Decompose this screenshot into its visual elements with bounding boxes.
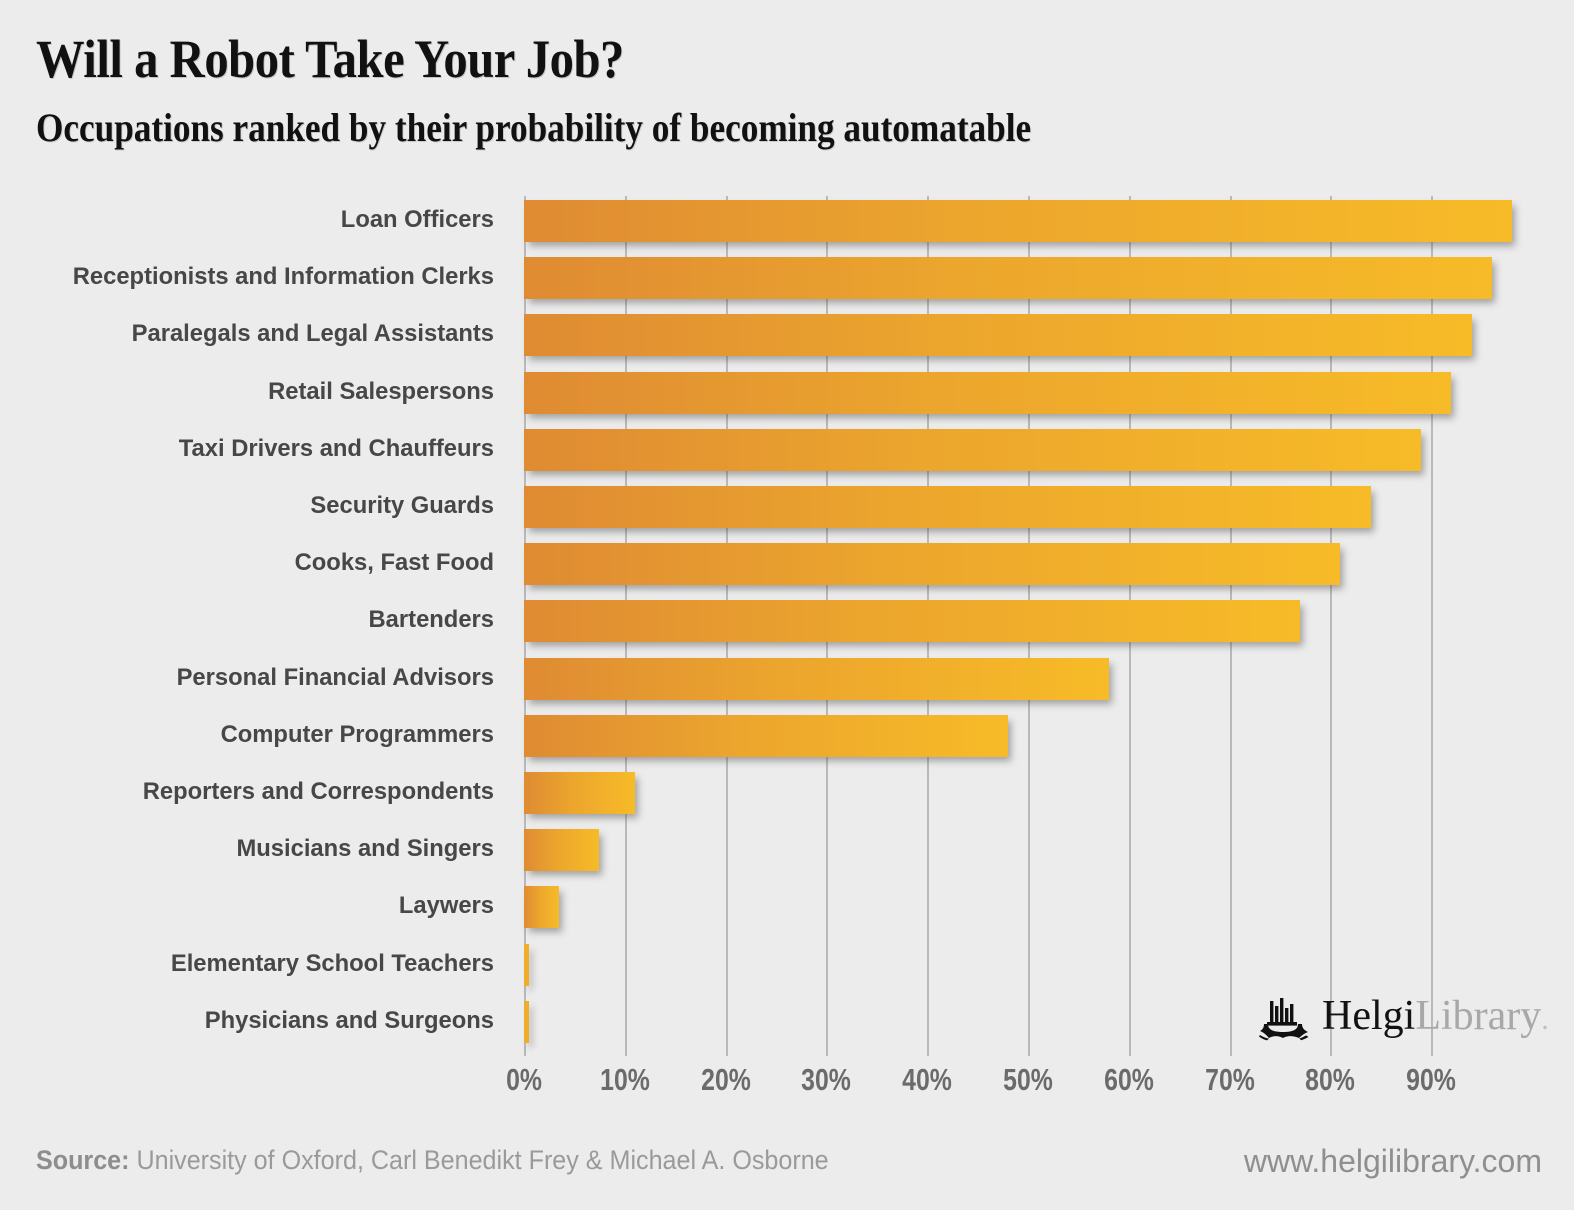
bar-reporters-and-correspondents[interactable] <box>524 772 635 814</box>
category-label-0: Loan Officers <box>340 206 494 233</box>
bar-receptionists-and-information-clerks[interactable] <box>524 257 1492 300</box>
logo-helgi-text: Helgi <box>1322 993 1416 1039</box>
category-label-14: Physicians and Surgeons <box>204 1006 494 1034</box>
gridline-90pct <box>1431 196 1434 1056</box>
bar-retail-salespersons[interactable] <box>524 371 1452 414</box>
x-tick-80pct: 80% <box>1305 1062 1356 1097</box>
bar-fill <box>524 943 529 986</box>
category-label-7: Bartenders <box>368 606 494 634</box>
gridline-80pct <box>1330 196 1333 1056</box>
helgi-library-logo: HelgiLibrary. <box>1258 990 1549 1046</box>
bar-fill <box>524 772 635 814</box>
bar-fill <box>524 257 1492 300</box>
logo-wordmark: HelgiLibrary. <box>1322 995 1549 1041</box>
category-label-3: Retail Salespersons <box>268 377 494 405</box>
bar-fill <box>524 829 599 872</box>
bar-fill <box>524 314 1472 357</box>
source-text: University of Oxford, Carl Benedikt Frey… <box>129 1145 829 1175</box>
page-subtitle: Occupations ranked by their probability … <box>36 105 1032 150</box>
x-tick-10pct: 10% <box>599 1062 650 1097</box>
bar-fill <box>524 600 1301 643</box>
bar-personal-financial-advisors[interactable] <box>524 657 1109 700</box>
chart-plot-frame: Loan Officers Receptionists and Informati… <box>0 196 1574 1056</box>
bar-fill <box>524 714 1008 757</box>
category-label-6: Cooks, Fast Food <box>294 549 494 577</box>
x-tick-50pct: 50% <box>1003 1062 1053 1097</box>
bar-bartenders[interactable] <box>524 600 1301 643</box>
chart-footer: Source: University of Oxford, Carl Bened… <box>0 1143 1574 1195</box>
category-label-12: Laywers <box>398 892 494 920</box>
x-tick-70pct: 70% <box>1204 1062 1255 1097</box>
bar-cooks-fast-food[interactable] <box>524 543 1341 586</box>
bar-loan-officers[interactable] <box>524 200 1512 242</box>
bar-elementary-school-teachers[interactable] <box>524 943 529 986</box>
category-label-13: Elementary School Teachers <box>170 949 494 977</box>
bar-laywers[interactable] <box>524 886 560 929</box>
logo-library-text: Library <box>1415 993 1542 1039</box>
bar-fill <box>524 657 1109 700</box>
category-label-10: Reporters and Correspondents <box>142 778 494 805</box>
bar-taxi-drivers-and-chauffeurs[interactable] <box>524 428 1422 471</box>
source-note: Source: University of Oxford, Carl Bened… <box>36 1145 829 1176</box>
bar-physicians-and-surgeons[interactable] <box>524 1000 529 1043</box>
category-label-1: Receptionists and Information Clerks <box>72 263 494 291</box>
bar-fill <box>524 200 1512 242</box>
bar-fill <box>524 1000 529 1043</box>
helgi-library-boat-chart-icon <box>1259 998 1309 1041</box>
bar-security-guards[interactable] <box>524 486 1371 528</box>
x-tick-0pct: 0% <box>506 1062 542 1097</box>
x-tick-20pct: 20% <box>700 1062 751 1097</box>
bar-fill <box>524 886 560 929</box>
bar-fill <box>524 543 1341 586</box>
category-label-5: Security Guards <box>310 492 494 519</box>
source-label: Source: <box>36 1145 130 1175</box>
x-tick-40pct: 40% <box>902 1062 952 1097</box>
bar-computer-programmers[interactable] <box>524 714 1008 757</box>
category-label-2: Paralegals and Legal Assistants <box>131 320 494 348</box>
page-title: Will a Robot Take Your Job? <box>36 29 624 89</box>
category-label-4: Taxi Drivers and Chauffeurs <box>178 434 494 462</box>
x-tick-30pct: 30% <box>801 1062 852 1097</box>
bar-fill <box>524 486 1371 528</box>
website-url: www.helgilibrary.com <box>1243 1143 1542 1179</box>
x-axis: 0% 10% 20% 30% 40% 50% 60% 70% 80% 90% <box>506 1062 1534 1108</box>
x-tick-90pct: 90% <box>1406 1062 1456 1097</box>
category-label-11: Musicians and Singers <box>236 835 495 863</box>
bar-musicians-and-singers[interactable] <box>524 829 599 872</box>
chart-header: Will a Robot Take Your Job? Occupations … <box>36 28 1536 152</box>
category-label-9: Computer Programmers <box>220 720 494 748</box>
bar-fill <box>524 428 1422 471</box>
logo-dot: . <box>1541 1003 1549 1036</box>
bar-paralegals-and-legal-assistants[interactable] <box>524 314 1472 357</box>
x-tick-60pct: 60% <box>1103 1062 1154 1097</box>
category-axis: Loan Officers Receptionists and Informati… <box>0 196 494 1056</box>
bar-fill <box>524 371 1452 414</box>
plot-area <box>524 196 1534 1056</box>
category-label-8: Personal Financial Advisors <box>176 663 494 691</box>
